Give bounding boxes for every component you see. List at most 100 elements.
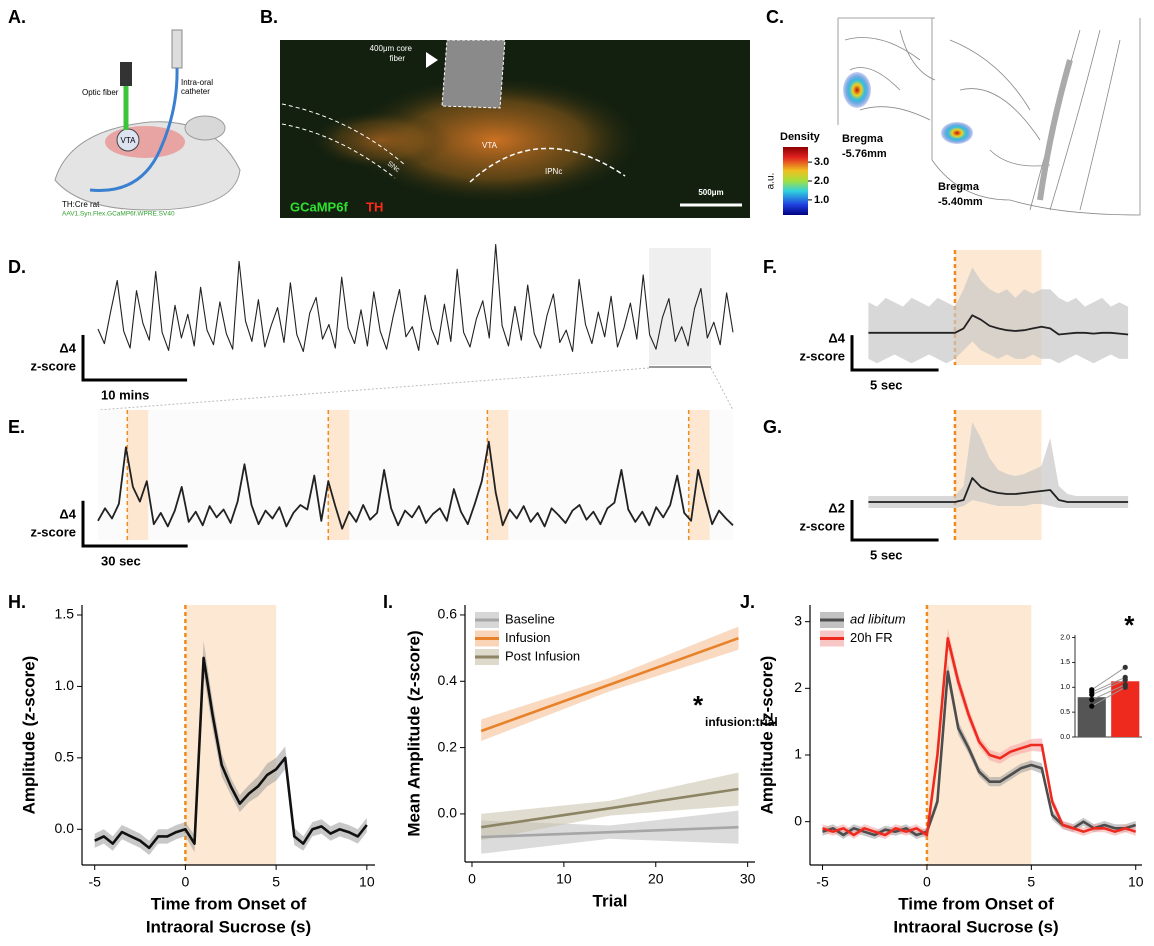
event-shade <box>487 410 509 540</box>
label: 400μm core <box>370 44 413 53</box>
trace <box>868 477 1129 503</box>
panel-label: A. <box>8 7 26 27</box>
pair-line <box>1091 666 1126 691</box>
series-line <box>822 637 1137 837</box>
trace <box>868 314 1129 336</box>
syringe <box>171 29 183 69</box>
pair-line <box>1091 679 1126 696</box>
series-line <box>822 670 1137 837</box>
micrograph: 400μm core fiber VTA SNc IPNc 500μm GCaM… <box>280 39 750 218</box>
scale-label: 10 mins <box>101 387 149 402</box>
y-tick-label: 1.5 <box>55 606 75 622</box>
label: VTA <box>482 141 498 150</box>
trial-envelope <box>868 422 1129 508</box>
scale-unit: z-score <box>799 518 845 533</box>
x-axis-label: Intraoral Sucrose (s) <box>893 917 1058 936</box>
atlas-tract <box>1037 59 1073 201</box>
scale-label: 30 sec <box>101 553 141 568</box>
label: TH:Cre rat <box>62 200 100 209</box>
series-line <box>94 656 368 850</box>
scale-unit: z-score <box>799 348 845 363</box>
y-tick-label: 0.5 <box>1060 709 1070 716</box>
snc-outline <box>281 103 406 179</box>
bar <box>1077 697 1106 737</box>
event-shade <box>127 410 149 540</box>
panel-label: C. <box>766 7 784 27</box>
atlas <box>837 17 1141 216</box>
density-blob <box>843 72 871 108</box>
y-axis-label: Amplitude (z-score) <box>19 656 38 815</box>
scale-label: Δ2 <box>828 500 845 515</box>
label: catheter <box>181 87 210 96</box>
label: AAV1.Syn.Flex.GCaMP6f.WPRE.SV40 <box>62 211 175 218</box>
scale-unit: z-score <box>30 358 76 373</box>
y-tick-label: 0.0 <box>1060 734 1070 741</box>
subject-point <box>1089 703 1095 709</box>
y-tick-label: 1.0 <box>1060 684 1070 691</box>
x-tick-label: 10 <box>1128 874 1144 890</box>
ci-band <box>822 662 1136 839</box>
y-tick-label: 2.0 <box>1060 634 1070 641</box>
label: Bregma <box>842 133 884 145</box>
subject-point <box>1122 682 1128 688</box>
label: IPNc <box>545 167 562 176</box>
y-tick-label: 0.0 <box>55 820 75 836</box>
label: VTA <box>121 136 137 145</box>
x-tick-label: 0 <box>923 874 931 890</box>
legend-label: ad libitum <box>850 611 906 626</box>
scale-label: Δ4 <box>59 506 76 521</box>
scale-label: Δ4 <box>828 330 845 345</box>
trace <box>97 440 734 530</box>
fiber-track <box>441 39 506 109</box>
event-shade <box>328 410 350 540</box>
zoom-region <box>649 248 711 365</box>
x-axis-label: Time from Onset of <box>151 894 307 913</box>
colorbar-gradient <box>783 147 808 215</box>
zoom-guide <box>97 367 650 411</box>
pair-line <box>1091 686 1126 707</box>
x-tick-label: 0 <box>182 874 190 890</box>
trace <box>97 243 734 353</box>
colorbar-tick-label: 1.0 <box>814 194 829 206</box>
arrow <box>426 52 438 68</box>
panel-label: G. <box>763 417 782 437</box>
colorbar-tick-label: 2.0 <box>814 175 829 187</box>
density-blob <box>941 122 973 144</box>
trial-envelope <box>868 267 1129 364</box>
panel-label: J. <box>740 592 755 612</box>
y-axis-label: Mean Amplitude (z-score) <box>404 630 423 836</box>
legend-label: 20h FR <box>850 630 893 645</box>
zoom-guide <box>710 367 734 411</box>
x-tick-label: -5 <box>88 874 101 890</box>
colorbar-title: Density <box>780 131 821 143</box>
subject-point <box>1122 664 1128 670</box>
x-tick-label: 30 <box>740 871 756 887</box>
series-line <box>481 825 739 839</box>
catheter-line <box>89 67 179 192</box>
panel-label: I. <box>383 592 393 612</box>
x-axis-label: Trial <box>593 891 628 910</box>
scale-label: 5 sec <box>870 377 903 392</box>
panel-label: B. <box>260 7 278 27</box>
y-tick-label: 2 <box>794 679 802 695</box>
x-tick-label: 5 <box>1027 874 1035 890</box>
panel-label: E. <box>8 417 25 437</box>
y-tick-label: 0.2 <box>438 738 458 754</box>
scale-unit: z-score <box>30 524 76 539</box>
glow <box>345 75 645 205</box>
x-tick-label: 5 <box>272 874 280 890</box>
legend-label: Post Infusion <box>505 648 580 663</box>
panel-label: F. <box>763 257 777 277</box>
label: fiber <box>389 54 405 63</box>
y-tick-label: 0.5 <box>55 749 75 765</box>
pair-line <box>1091 676 1126 693</box>
y-tick-label: 0 <box>794 812 802 828</box>
label: Intra-oral <box>181 78 213 87</box>
label: -5.40mm <box>938 196 983 208</box>
label: 500μm <box>698 188 723 197</box>
x-tick-label: 10 <box>556 871 572 887</box>
y-tick-label: 1.0 <box>55 677 75 693</box>
legend-label: Baseline <box>505 611 555 626</box>
y-tick-label: 1.5 <box>1060 659 1070 666</box>
